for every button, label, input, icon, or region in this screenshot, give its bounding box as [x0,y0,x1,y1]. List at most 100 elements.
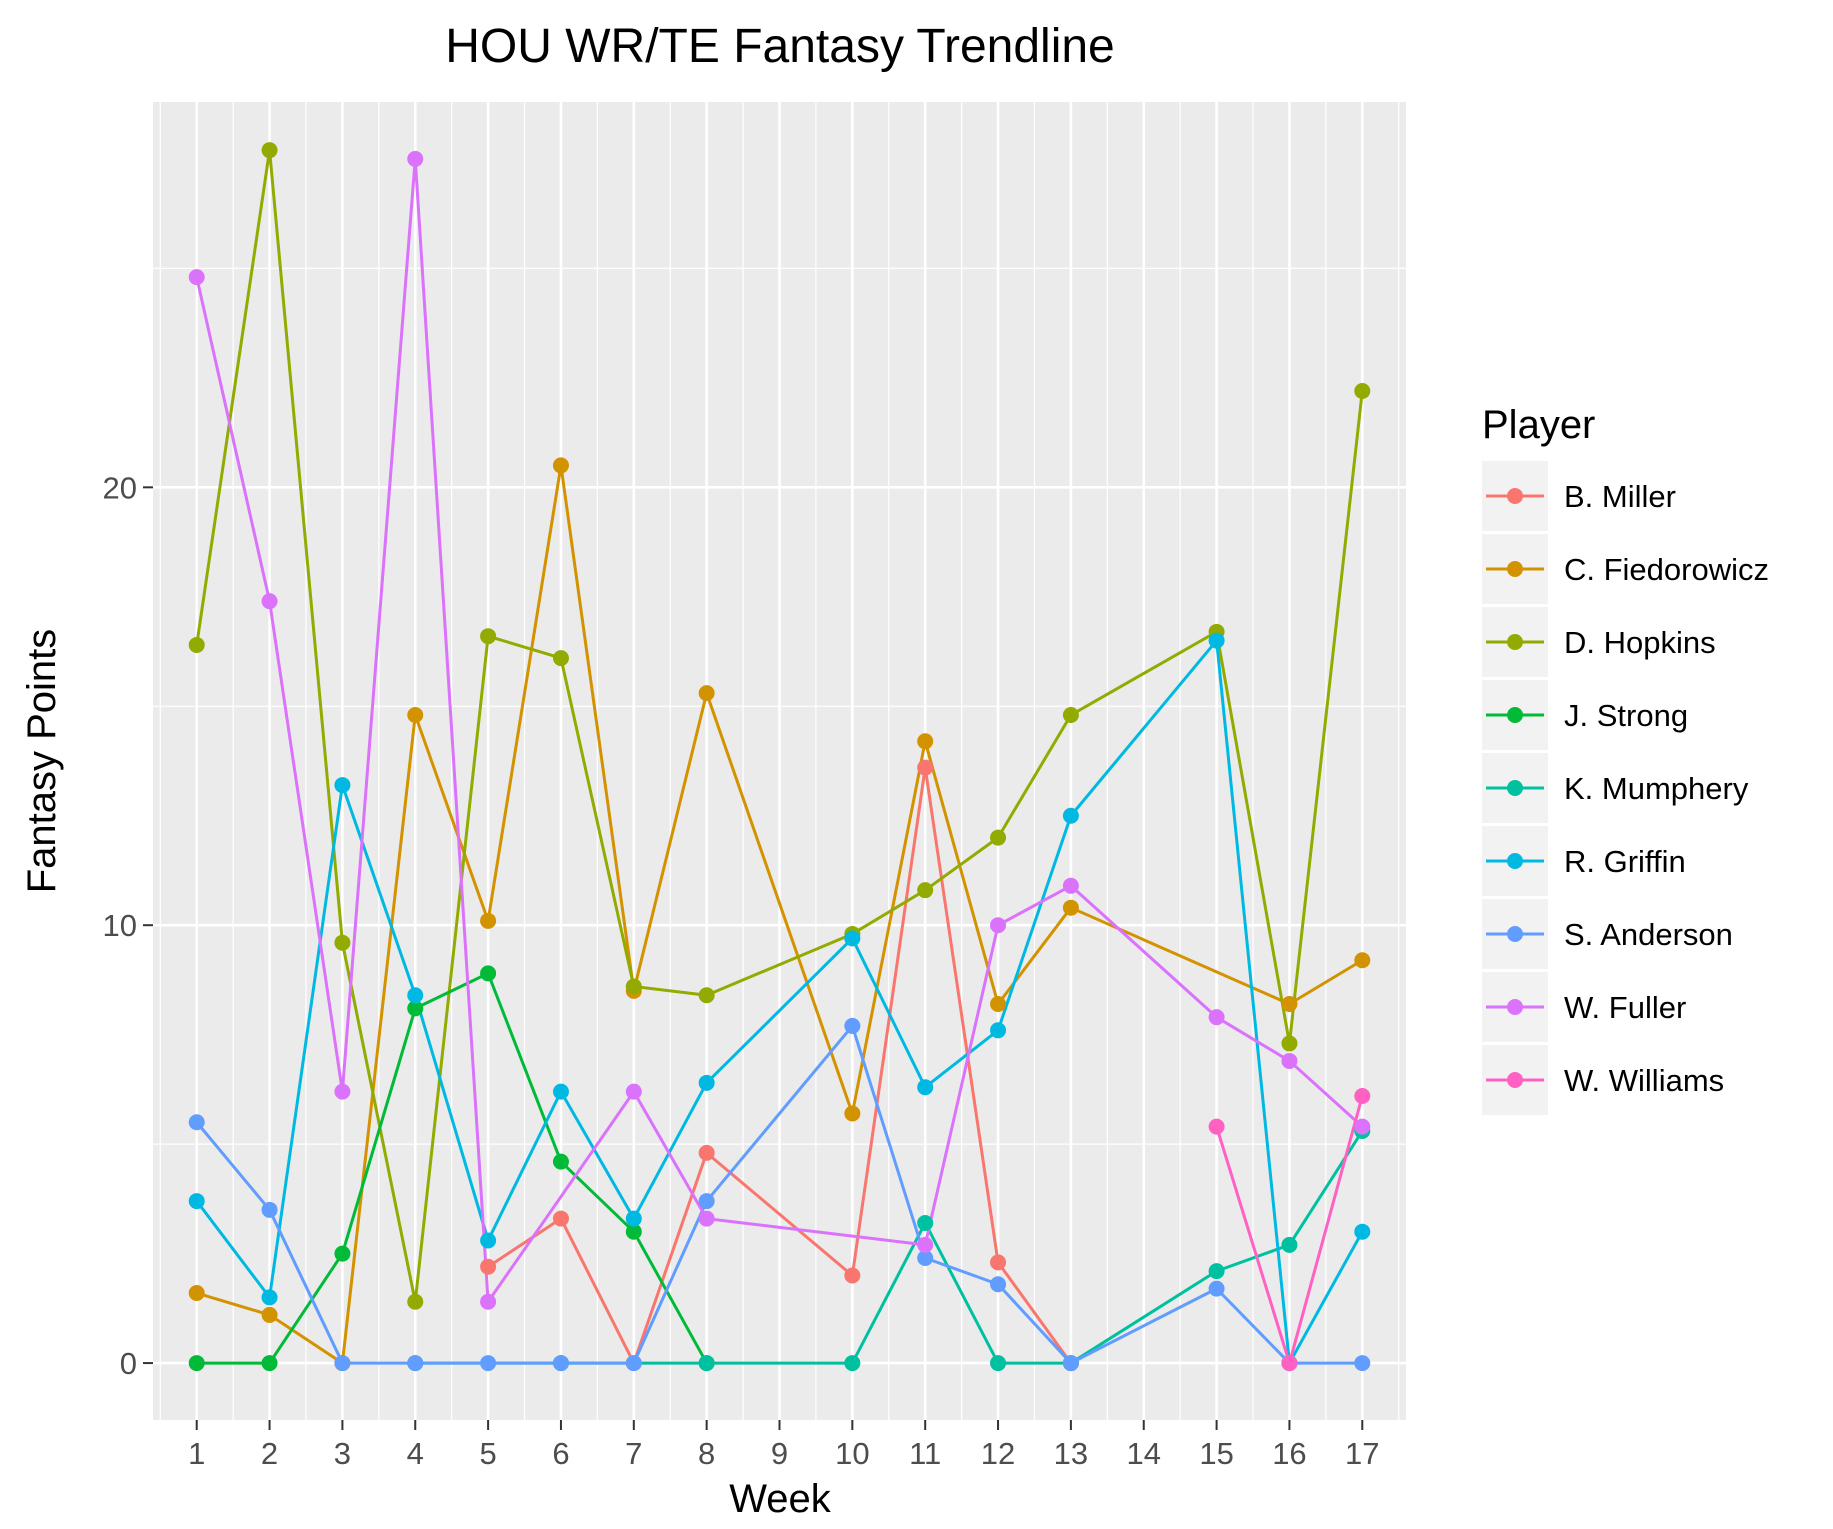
data-point-s-anderson [552,1355,569,1372]
data-point-d-hopkins [552,650,569,667]
data-point-k-mumphery [1281,1236,1298,1253]
data-point-w-fuller [188,269,205,286]
x-tick-label: 3 [334,1436,351,1471]
data-point-r-griffin [407,987,424,1004]
data-point-d-hopkins [1281,1035,1298,1052]
data-point-c-fiedorowicz [917,733,934,750]
legend-point-b-miller [1507,488,1523,504]
data-point-s-anderson [1062,1355,1079,1372]
x-tick-label: 13 [1054,1436,1088,1471]
data-point-c-fiedorowicz [844,1105,861,1122]
x-tick-label: 2 [261,1436,278,1471]
data-point-w-fuller [480,1293,497,1310]
data-point-r-griffin [261,1289,278,1306]
data-point-r-griffin [480,1232,497,1249]
legend-point-s-anderson [1507,926,1523,942]
legend-point-c-fiedorowicz [1507,561,1523,577]
x-axis-title: Week [729,1477,832,1521]
data-point-j-strong [552,1153,569,1170]
data-point-s-anderson [407,1355,424,1372]
data-point-s-anderson [188,1114,205,1131]
data-point-r-griffin [552,1083,569,1100]
x-tick-label: 4 [407,1436,424,1471]
data-point-s-anderson [844,1017,861,1034]
data-point-j-strong [261,1355,278,1372]
data-point-b-miller [917,759,934,776]
legend-label-j-strong: J. Strong [1564,698,1688,733]
data-point-k-mumphery [917,1214,934,1231]
data-point-d-hopkins [1062,707,1079,724]
x-tick-label: 17 [1345,1436,1379,1471]
data-point-w-williams [1281,1355,1298,1372]
data-point-d-hopkins [188,636,205,653]
y-tick-label: 10 [103,908,137,943]
series-line-b-miller [487,766,1073,1365]
x-tick-label: 12 [981,1436,1015,1471]
data-point-w-fuller [1281,1052,1298,1069]
data-point-d-hopkins [698,987,715,1004]
data-point-r-griffin [990,1022,1007,1039]
data-point-c-fiedorowicz [480,912,497,929]
legend-point-k-mumphery [1507,780,1523,796]
legend-point-w-williams [1507,1072,1523,1088]
data-point-r-griffin [917,1079,934,1096]
data-point-d-hopkins [917,882,934,899]
chart-title: HOU WR/TE Fantasy Trendline [445,20,1115,73]
data-point-r-griffin [1354,1223,1371,1240]
data-point-r-griffin [188,1193,205,1210]
data-point-s-anderson [698,1193,715,1210]
data-point-c-fiedorowicz [1354,952,1371,969]
data-point-w-fuller [407,150,424,167]
legend-point-r-griffin [1507,853,1523,869]
data-point-j-strong [480,965,497,982]
y-axis-title: Fantasy Points [20,629,64,894]
data-point-w-fuller [1208,1009,1225,1026]
data-point-k-mumphery [990,1355,1007,1372]
data-point-d-hopkins [1354,382,1371,399]
x-tick-label: 14 [1127,1436,1161,1471]
data-point-j-strong [625,1223,642,1240]
data-point-b-miller [480,1258,497,1275]
x-tick-label: 1 [188,1436,205,1471]
data-point-d-hopkins [334,934,351,951]
data-point-s-anderson [1208,1280,1225,1297]
legend-label-c-fiedorowicz: C. Fiedorowicz [1564,552,1769,587]
data-point-w-fuller [1062,877,1079,894]
series-line-j-strong [196,971,708,1365]
x-tick-label: 16 [1272,1436,1306,1471]
data-point-c-fiedorowicz [1281,996,1298,1013]
data-point-k-mumphery [1208,1263,1225,1280]
x-tick-label: 5 [479,1436,496,1471]
data-point-w-fuller [334,1083,351,1100]
data-point-b-miller [552,1210,569,1227]
data-point-k-mumphery [698,1355,715,1372]
data-point-b-miller [990,1254,1007,1271]
data-point-s-anderson [334,1355,351,1372]
data-point-c-fiedorowicz [261,1306,278,1323]
data-point-r-griffin [844,930,861,947]
data-point-j-strong [188,1355,205,1372]
data-point-r-griffin [1062,807,1079,824]
data-point-r-griffin [1208,632,1225,649]
data-point-c-fiedorowicz [552,457,569,474]
legend-label-s-anderson: S. Anderson [1564,917,1733,952]
x-tick-label: 6 [552,1436,569,1471]
legend-label-d-hopkins: D. Hopkins [1564,625,1716,660]
data-point-j-strong [334,1245,351,1262]
data-point-w-fuller [917,1236,934,1253]
data-point-b-miller [844,1267,861,1284]
data-point-r-griffin [334,777,351,794]
data-point-c-fiedorowicz [698,685,715,702]
x-tick-label: 8 [698,1436,715,1471]
legend-label-w-williams: W. Williams [1564,1063,1724,1098]
data-point-r-griffin [698,1074,715,1091]
legend-title: Player [1482,403,1595,447]
data-point-d-hopkins [261,142,278,159]
y-tick-label: 20 [103,470,137,505]
data-point-c-fiedorowicz [407,707,424,724]
y-tick-label: 0 [120,1346,137,1381]
data-point-s-anderson [625,1355,642,1372]
data-point-s-anderson [261,1201,278,1218]
data-point-d-hopkins [625,978,642,995]
